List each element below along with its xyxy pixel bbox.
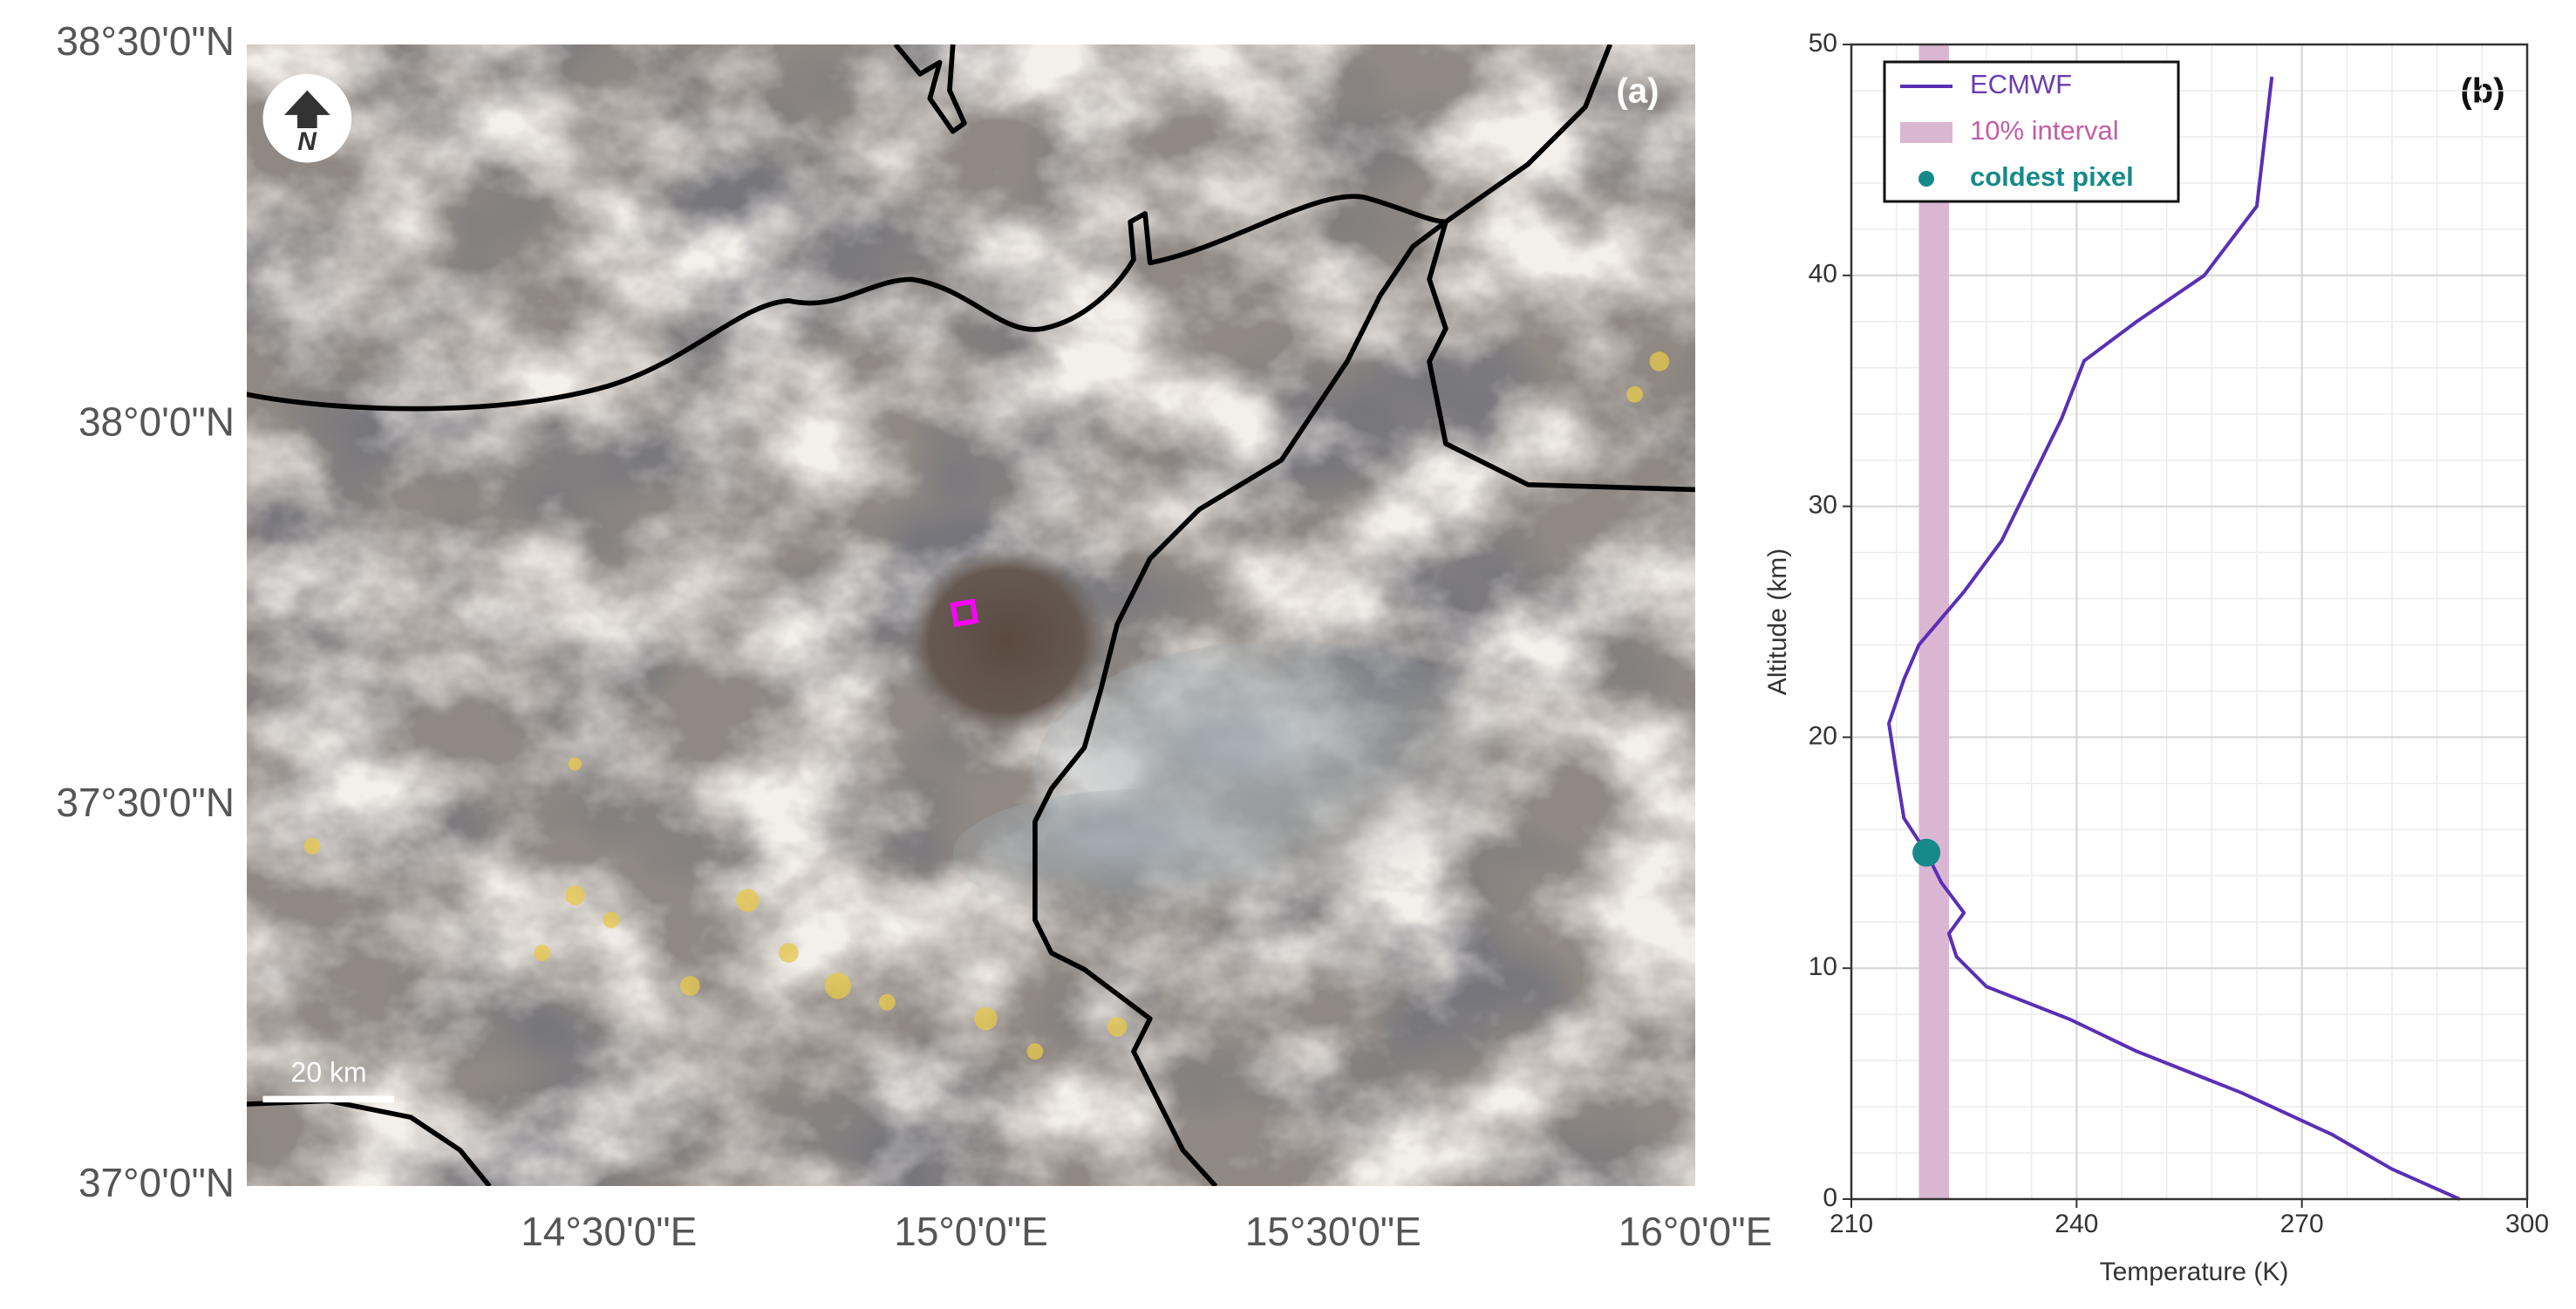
legend-label: ECMWF xyxy=(1970,69,2072,99)
legend: ECMWF 10% interval coldest pixel xyxy=(1883,60,2180,203)
x-tick-label: 15°0'0"E xyxy=(894,1209,1048,1254)
x-tick-label: 16°0'0"E xyxy=(1619,1209,1773,1254)
y-tick-label: 40 xyxy=(1809,260,1837,289)
y-tick-label: 38°0'0"N xyxy=(78,399,235,444)
y-tick-label: 20 xyxy=(1809,721,1837,750)
profile-line xyxy=(1887,76,2461,1201)
x-tick-label: 15°30'0"E xyxy=(1245,1209,1421,1254)
scatter-point xyxy=(1912,838,1941,867)
scale-bar-label: 20 km xyxy=(290,1056,366,1087)
y-tick-label: 0 xyxy=(1823,1183,1837,1212)
x-tick-label: 210 xyxy=(1830,1210,1873,1238)
legend-swatch xyxy=(1900,122,1952,143)
y-tick-label: 10 xyxy=(1809,952,1837,981)
y-tick-label: 30 xyxy=(1809,491,1837,520)
plot-area xyxy=(1850,44,2528,1201)
x-tick-label: 14°30'0"E xyxy=(521,1209,697,1254)
y-tick-label: 38°30'0"N xyxy=(56,18,235,64)
x-tick-label: 240 xyxy=(2055,1210,2098,1238)
legend-label: coldest pixel xyxy=(1970,161,2134,192)
legend-label: 10% interval xyxy=(1970,115,2119,146)
x-tick-label: 300 xyxy=(2505,1210,2549,1238)
y-tick-label: 37°30'0"N xyxy=(56,780,235,825)
legend-swatch xyxy=(1918,171,1934,187)
panel-label: (a) xyxy=(1617,72,1659,111)
y-tick-label: 37°0'0"N xyxy=(78,1160,235,1205)
axes-frame xyxy=(1850,43,2529,1201)
interval-band xyxy=(1918,44,1949,1199)
coastline xyxy=(247,44,1695,1186)
satellite-image xyxy=(247,44,1695,1186)
x-axis-label: Temperature (K) xyxy=(2100,1258,2289,1286)
y-tick-label: 50 xyxy=(1809,29,1837,58)
north-label: N xyxy=(297,127,317,156)
x-tick-label: 270 xyxy=(2280,1210,2324,1238)
vent-marker xyxy=(950,598,979,628)
y-axis-label: Altitude (km) xyxy=(1763,549,1792,695)
